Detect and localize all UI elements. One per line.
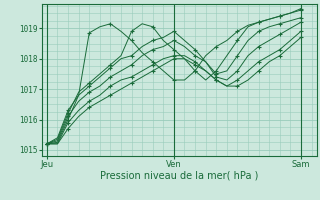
X-axis label: Pression niveau de la mer( hPa ): Pression niveau de la mer( hPa ) xyxy=(100,171,258,181)
